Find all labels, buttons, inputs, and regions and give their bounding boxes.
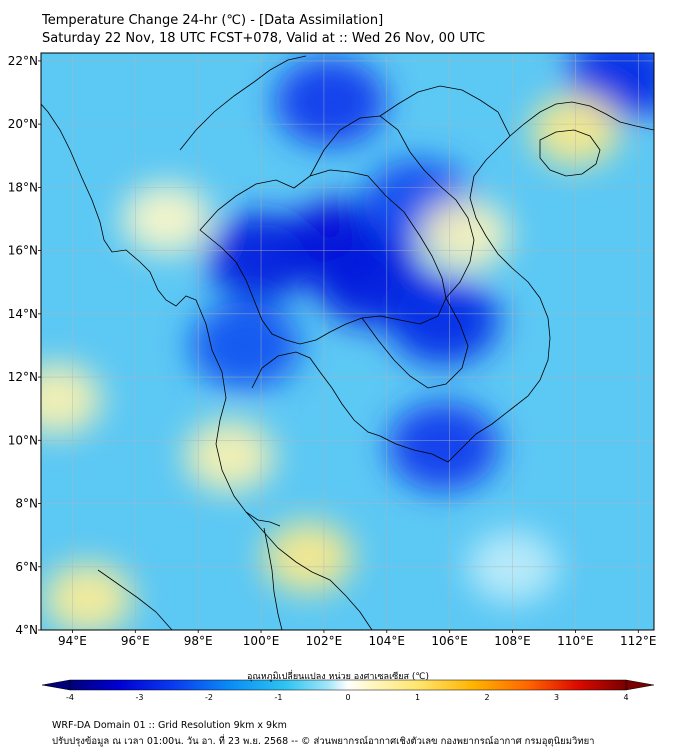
field-anomaly-4 [275, 58, 386, 147]
colorbar-tick-label-1: -3 [136, 693, 144, 702]
coastline-cambodia-vietnam [379, 175, 551, 463]
border-cambodia [361, 297, 469, 389]
colorbar-tick-label-8: 4 [623, 693, 628, 702]
field-anomaly-14 [420, 198, 511, 271]
title-line-1: Temperature Change 24-hr (℃) - [Data Ass… [42, 13, 384, 28]
lon-tick-label-3: 100°E [243, 634, 280, 648]
colorbar: -4 -3 -2 -1 0 1 2 3 4 [41, 679, 655, 702]
colorbar-tick-label-5: 1 [415, 693, 420, 702]
lon-tick-label-2: 98°E [184, 634, 213, 648]
temperature-change-field [41, 53, 654, 630]
lon-tick-label-6: 106°E [431, 634, 468, 648]
map-frame [40, 52, 655, 631]
map-svg: 4°N 6°N 8°N 10°N 12°N 14°N 16°N 18°N 20°N 22°N 94… [8, 52, 657, 702]
footer: WRF-DA Domain 01 :: Grid Resolution 9km … [52, 718, 595, 750]
lon-tick-label-1: 96°E [121, 634, 150, 648]
lat-tick-label-8: 20°N [8, 117, 38, 131]
footer-line-1: WRF-DA Domain 01 :: Grid Resolution 9km … [52, 720, 287, 731]
field-anomaly-10 [43, 562, 134, 630]
coastline-gulf-west [251, 351, 381, 437]
lat-lon-grid [41, 53, 654, 630]
latitude-tick-labels: 4°N 6°N 8°N 10°N 12°N 14°N 16°N 18°N 20°N 22°N [8, 54, 41, 637]
lat-tick-label-1: 6°N [15, 560, 38, 574]
field-anomaly-9 [263, 521, 354, 594]
border-thailand [199, 169, 447, 345]
field-anomaly-5 [388, 402, 499, 491]
coastline-sumatra [97, 569, 173, 630]
lat-tick-label-2: 8°N [15, 497, 38, 511]
title-line-2: Saturday 22 Nov, 18 UTC FCST+078, Valid … [42, 31, 486, 46]
lon-tick-label-4: 102°E [306, 634, 343, 648]
lon-tick-label-8: 110°E [557, 634, 594, 648]
chart-title: Temperature Change 24-hr (℃) - [Data Ass… [42, 12, 485, 48]
longitude-tick-labels: 94°E 96°E 98°E 100°E 102°E 104°E 106°E 108°E 110… [58, 630, 657, 648]
border-malaysia [245, 511, 281, 527]
lat-tick-label-6: 16°N [8, 244, 38, 258]
lon-tick-label-0: 94°E [58, 634, 87, 648]
field-anomaly-7 [190, 301, 301, 390]
colorbar-tick-label-7: 3 [554, 693, 559, 702]
lat-tick-label-3: 10°N [8, 433, 38, 447]
lon-tick-label-5: 104°E [369, 634, 406, 648]
lat-tick-label-5: 14°N [8, 307, 38, 321]
footer-line-2: ปรับปรุงข้อมูล ณ เวลา 01:00น. วัน อา. ที… [52, 736, 595, 747]
colorbar-tick-label-4: 0 [345, 693, 350, 702]
field-anomaly-3 [388, 276, 499, 365]
colorbar-tick-label-2: -2 [205, 693, 213, 702]
coastline-malay-east [263, 527, 283, 630]
field-anomaly-12 [184, 420, 275, 493]
field-anomaly-15 [121, 182, 212, 255]
lat-tick-label-7: 18°N [8, 180, 38, 194]
coastline-hainan [539, 129, 601, 177]
coastline-gulf-tonkin [473, 101, 654, 177]
coastline-myanmar-west [41, 103, 207, 325]
border-laos [309, 115, 475, 299]
field-anomaly-13 [41, 363, 102, 436]
coastlines-and-borders [41, 55, 654, 630]
colorbar-tick-label-0: -4 [66, 693, 74, 702]
border-myanmar-china [179, 55, 307, 151]
lon-tick-label-9: 112°E [620, 634, 657, 648]
lon-tick-label-7: 108°E [494, 634, 531, 648]
colorbar-tick-label-3: -1 [275, 693, 283, 702]
colorbar-gradient [69, 679, 627, 691]
map-figure: 4°N 6°N 8°N 10°N 12°N 14°N 16°N 18°N 20°N 22°N 94… [8, 52, 657, 702]
lat-tick-label-9: 22°N [8, 54, 38, 68]
border-vietnam-china [379, 85, 511, 137]
lat-tick-label-4: 12°N [8, 370, 38, 384]
lat-tick-label-0: 4°N [15, 623, 38, 637]
colorbar-title: อุณหภูมิเปลี่ยนแปลง หน่วย องศาเซลเซียส (… [246, 672, 430, 682]
colorbar-tick-label-6: 2 [484, 693, 489, 702]
